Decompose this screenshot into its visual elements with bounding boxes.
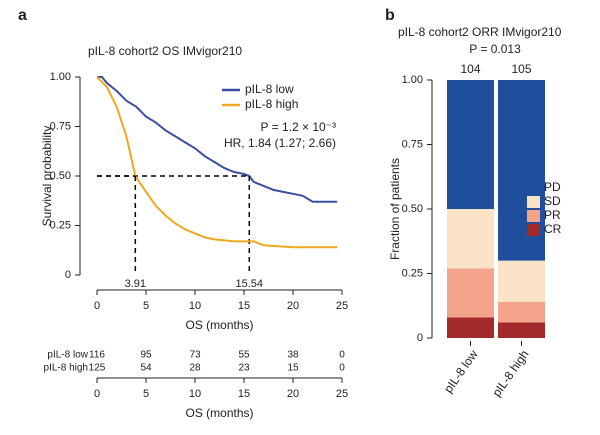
risk-count: 23	[238, 363, 250, 374]
bar-segment	[498, 260, 545, 302]
count-label: 105	[511, 62, 531, 76]
risk-tick-label: 15	[238, 388, 250, 400]
y-tick-label: 1.00	[50, 71, 71, 83]
bar-segment	[447, 317, 494, 338]
legend-label: SD	[544, 194, 561, 208]
risk-count: 28	[189, 363, 201, 374]
y-tick-label: 1.00	[402, 74, 423, 86]
y-tick-label: 0.25	[50, 219, 71, 231]
risk-tick-label: 20	[287, 388, 299, 400]
x-tick-label: 5	[143, 300, 149, 312]
survival-curve	[97, 76, 338, 203]
legend-label: PD	[544, 180, 561, 194]
risk-row-name: pIL-8 low	[47, 350, 88, 361]
median-label: 15.54	[236, 278, 264, 290]
y-tick-label: 0.75	[50, 120, 71, 132]
annotation: P = 1.2 × 10⁻³	[261, 120, 337, 134]
chart-title: pIL-8 cohort2 OS IMvigor210	[88, 44, 242, 58]
risk-tick-label: 25	[336, 388, 348, 400]
bar-segment	[498, 301, 545, 323]
x-tick-label: 0	[94, 300, 100, 312]
y-tick-label: 0.75	[402, 138, 423, 150]
risk-count: 15	[287, 363, 299, 374]
risk-count: 95	[140, 350, 152, 361]
annotation: HR, 1.84 (1.27; 2.66)	[224, 136, 336, 150]
x-tick-label: 20	[287, 300, 299, 312]
y-axis-label: Survival probability	[40, 126, 54, 227]
legend-swatch	[527, 224, 540, 236]
legend-label: CR	[544, 222, 562, 236]
x-tick-label: pIL-8 low	[441, 347, 481, 395]
x-tick-label: 15	[238, 300, 250, 312]
risk-count: 73	[189, 350, 201, 361]
legend-swatch	[527, 196, 540, 208]
y-axis-label: Fraction of patients	[388, 158, 402, 260]
y-tick-label: 0	[65, 269, 71, 281]
bar-segment	[447, 268, 494, 318]
risk-count: 0	[339, 350, 345, 361]
x-tick-label: 25	[336, 300, 348, 312]
risk-x-label: OS (months)	[185, 406, 253, 420]
risk-count: 125	[89, 363, 106, 374]
x-tick-label: pIL-8 high	[489, 348, 531, 400]
legend-label: PR	[544, 208, 561, 222]
legend-label: pIL-8 high	[245, 97, 298, 111]
median-label: 3.91	[125, 278, 146, 290]
survival-curve	[96, 76, 338, 249]
count-label: 104	[460, 62, 480, 76]
legend-label: pIL-8 low	[245, 82, 294, 96]
legend-swatch	[527, 182, 540, 194]
risk-count: 54	[140, 363, 152, 374]
y-tick-label: 0	[417, 332, 423, 344]
risk-row-name: pIL-8 high	[44, 363, 88, 374]
risk-count: 0	[339, 363, 345, 374]
risk-count: 116	[89, 350, 105, 361]
risk-count: 38	[287, 350, 299, 361]
panel-label: a	[18, 7, 27, 24]
bar-segment	[447, 209, 494, 269]
risk-count: 55	[238, 350, 250, 361]
y-tick-label: 0.50	[50, 170, 71, 182]
legend-swatch	[527, 210, 540, 222]
annotation: P = 0.013	[469, 42, 521, 56]
chart-title: pIL-8 cohort2 ORR IMvigor210	[398, 25, 562, 39]
risk-tick-label: 0	[94, 388, 100, 400]
y-tick-label: 0.25	[402, 267, 423, 279]
bar-segment	[447, 80, 494, 209]
x-tick-label: 10	[189, 300, 201, 312]
x-axis-label: OS (months)	[185, 318, 253, 332]
y-tick-label: 0.50	[402, 203, 423, 215]
panel-label: b	[385, 7, 395, 24]
risk-tick-label: 10	[189, 388, 201, 400]
risk-tick-label: 5	[143, 388, 149, 400]
bar-segment	[498, 322, 545, 338]
